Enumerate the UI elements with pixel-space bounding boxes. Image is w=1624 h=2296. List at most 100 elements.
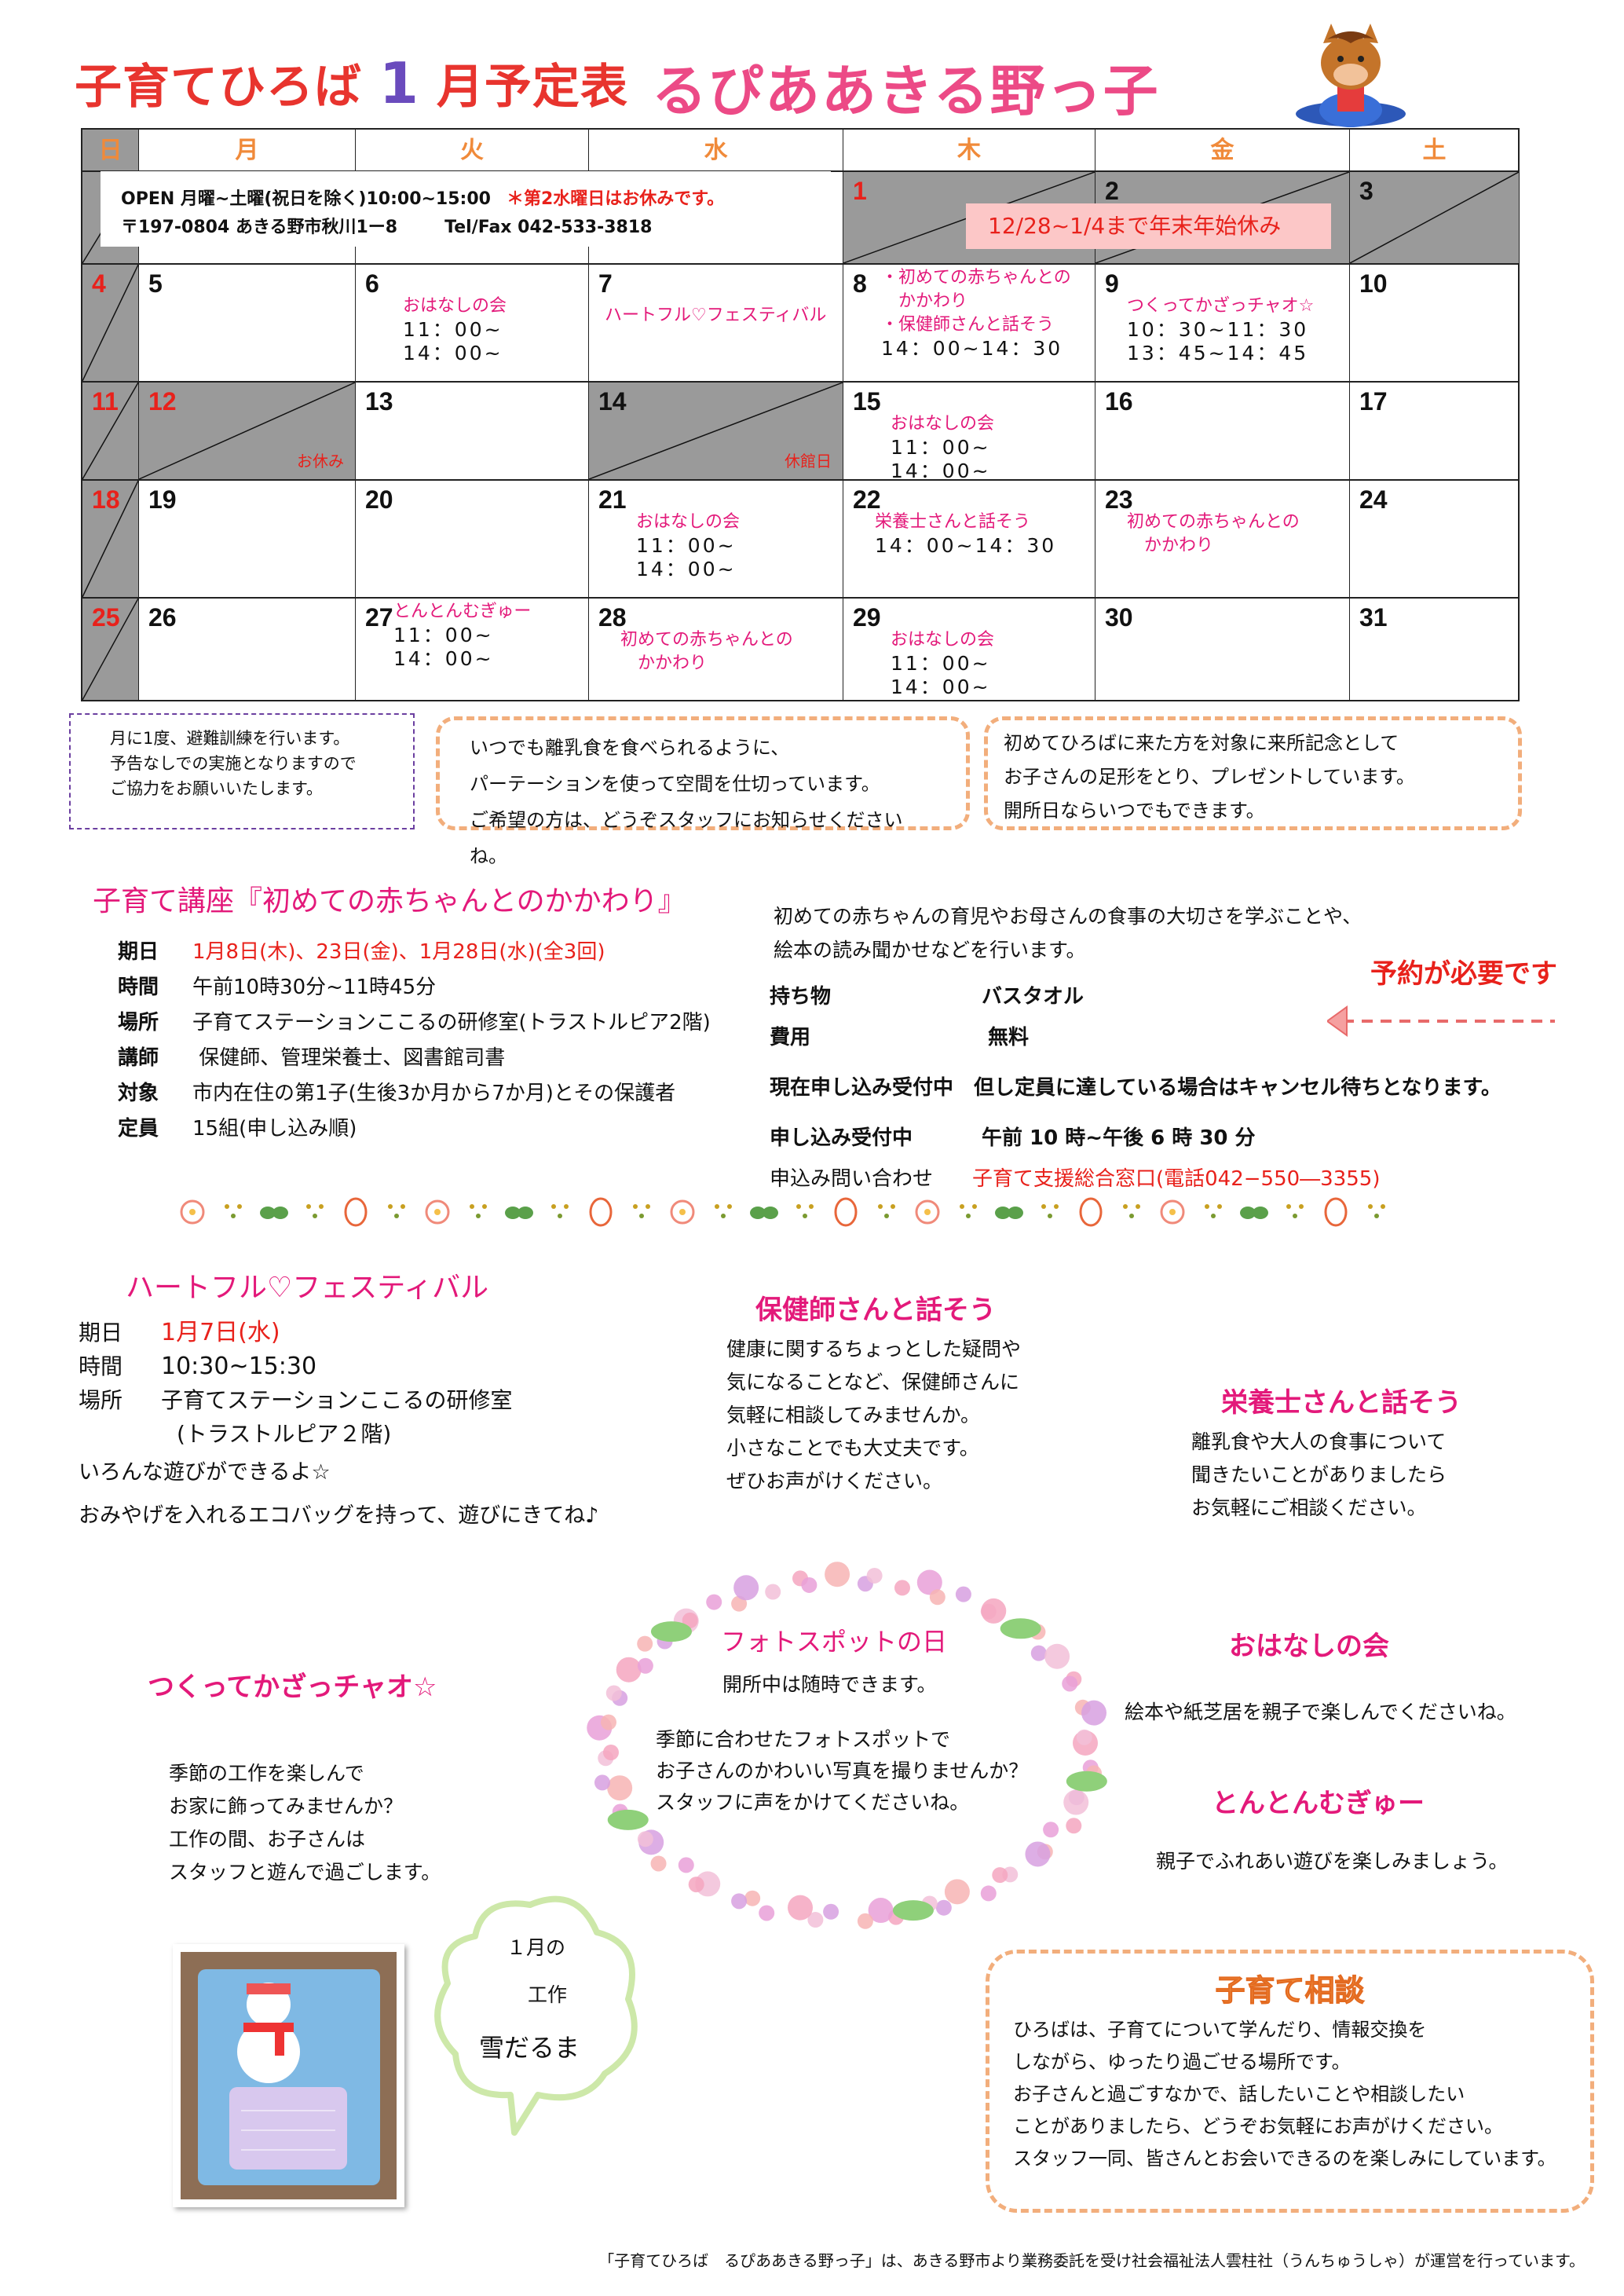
- body-line: ことがありましたら、どうぞお気軽にお声がけください。: [1013, 2115, 1503, 2137]
- diagonal-line: [82, 481, 138, 597]
- footer-note: 「子育てひろば るぴああきる野っ子」は、あきる野市より業務委託を受け社会福祉法人…: [598, 2251, 1585, 2270]
- event-line: お休み: [297, 452, 344, 471]
- flower-icon: [180, 1199, 205, 1225]
- bring-value: バスタオル: [982, 985, 1084, 1009]
- weekday-header: 木: [843, 130, 1095, 172]
- day-number: 14: [598, 387, 627, 416]
- time-label: 時間: [79, 1353, 123, 1379]
- tonton-title: とんとんむぎゅー: [1212, 1788, 1425, 1819]
- bring-label: 持ち物: [770, 985, 832, 1009]
- event-line: 14：00~: [891, 676, 991, 698]
- course-row: 講師 保健師、管理栄養士、図書館司書: [118, 1041, 711, 1076]
- tel-fax: Tel/Fax 042-533-3818: [444, 218, 653, 237]
- title-prefix: 子育てひろば: [75, 60, 362, 115]
- address: 〒197-0804 あきる野市秋川1ー8: [121, 218, 398, 237]
- event-line: おはなしの会: [636, 512, 741, 532]
- flower-petal: [788, 1895, 814, 1921]
- place-value: 子育てステーションここるの研修室: [161, 1387, 513, 1413]
- course-row: 期日 1月8日(木)、23日(金)、1月28日(水)(全3回): [118, 935, 711, 970]
- event-line: 14：00~: [891, 460, 991, 481]
- daruma-icon: [344, 1197, 368, 1227]
- note-line: ご希望の方は、どうぞスタッフにお知らせくださいね。: [470, 809, 903, 867]
- time-value: 10:30~15:30: [161, 1353, 317, 1380]
- body-line: お家に飾ってみませんか？: [169, 1795, 404, 1818]
- row-label: 場所: [118, 1011, 159, 1034]
- day-events: おはなしの会 11：00~ 14：00~: [636, 511, 740, 581]
- dots-icon: [225, 1204, 242, 1218]
- day-number: 18: [92, 485, 120, 514]
- flower-petal: [650, 1855, 667, 1872]
- row-label: 定員: [118, 1117, 159, 1141]
- open-hours: OPEN 月曜~土曜(祝日を除く)10:00~15:00: [121, 189, 491, 209]
- dots-icon: [1123, 1204, 1140, 1218]
- day-number: 1: [853, 177, 867, 205]
- event-line: 14：00~: [636, 558, 737, 580]
- daruma-icon: [1324, 1197, 1348, 1227]
- arrow-left-icon: [1327, 1005, 1555, 1037]
- day-number: 20: [365, 485, 393, 514]
- day-number: 11: [92, 387, 119, 416]
- calendar-day: 5: [139, 265, 356, 383]
- holiday-banner: 12/28~1/4まで年末年始休み: [966, 203, 1331, 249]
- leaf-icon: [505, 1207, 533, 1219]
- day-events: 初めての赤ちゃんとの かかわり: [1127, 511, 1300, 558]
- flower-petal: [935, 1899, 952, 1916]
- event-line: おはなしの会: [403, 296, 507, 316]
- day-number: 6: [365, 269, 379, 298]
- day-events: ハートフル♡フェスティバル: [605, 304, 826, 328]
- calendar-day: 19: [139, 481, 356, 599]
- course-title: 子育て講座『初めての赤ちゃんとのかかわり』: [93, 885, 686, 917]
- calendar-day: 21 おはなしの会 11：00~ 14：00~: [589, 481, 843, 599]
- flower-petal: [823, 1903, 839, 1920]
- row-value: 市内在住の第1子(生後3か月から7か月)とその保護者: [192, 1082, 676, 1105]
- day-events: ・初めての赤ちゃんとの かかわり ・保健師さんと話そう 14：00~14：30: [881, 266, 1071, 361]
- flower-petal: [765, 1584, 781, 1600]
- day-number: 7: [598, 269, 613, 298]
- event-line: かかわり: [620, 654, 708, 673]
- day-number: 12: [148, 387, 177, 416]
- dots-icon: [470, 1204, 487, 1218]
- chao-body: 季節の工作を楽しんで お家に飾ってみませんか？ 工作の間、お子さんは スタッフと遊んで…: [169, 1757, 441, 1889]
- body-line: 健康に関するちょっとした疑問や: [726, 1338, 1022, 1360]
- flower-petal: [637, 1831, 653, 1847]
- note-line: 予告なしでの実施となりますので: [110, 754, 357, 773]
- day-number: 31: [1359, 603, 1388, 632]
- baby-food-note: いつでも離乳食を食べられるように、 パーテーションを使って空間を仕切っています。ご…: [436, 716, 970, 867]
- leaf-icon: [607, 1809, 649, 1830]
- note-line: 月に1度、避難訓練を行います。: [110, 729, 350, 748]
- day-number: 16: [1105, 387, 1133, 416]
- photospot-body: 季節に合わせたフォトスポットで お子さんのかわいい写真を撮りませんか？ スタッフに声…: [656, 1724, 1028, 1818]
- calendar-day: 15 おはなしの会 11：00~ 14：00~: [843, 383, 1095, 481]
- craft-card: [198, 1969, 380, 2185]
- flower-petal: [1062, 1675, 1078, 1692]
- event-line: おはなしの会: [891, 630, 995, 650]
- consultation-box: 子育て相談 ひろばは、子育てについて学んだり、情報交換を しながら、ゆったり過ごせ…: [986, 1950, 1594, 2213]
- flower-petal: [600, 1714, 616, 1730]
- day-events: 休館日: [785, 449, 832, 473]
- flower-petal: [980, 1885, 997, 1902]
- diagonal-line: [589, 383, 843, 479]
- snowman-craft-photo: [173, 1944, 404, 2207]
- evacuation-drill-note: 月に1度、避難訓練を行います。 予告なしでの実施となりますので ご協力をお願いいたし…: [69, 713, 415, 829]
- calendar-day: 6 おはなしの会 11：00~ 14：00~: [356, 265, 589, 383]
- heartful-line: いろんな遊びができるよ☆: [79, 1460, 331, 1485]
- leaf-icon: [995, 1207, 1023, 1219]
- note-line: 初めてひろばに来た方を対象に来所記念として: [1004, 732, 1399, 754]
- body-line: スタッフに声をかけてくださいね。: [656, 1791, 970, 1814]
- day-events: おはなしの会 11：00~ 14：00~: [891, 412, 994, 481]
- flower-icon: [425, 1199, 450, 1225]
- reservation-required: 予約が必要です: [1370, 958, 1557, 990]
- calendar-day: 14 休館日: [589, 383, 843, 481]
- event-line: 11：00~: [891, 652, 991, 675]
- flower-petal: [894, 1580, 910, 1596]
- tonton-body: 親子でふれあい遊びを楽しみましょう。: [1156, 1850, 1509, 1873]
- leaf-icon: [892, 1900, 934, 1921]
- flower-petal: [594, 1774, 610, 1791]
- flower-petal: [916, 1569, 942, 1595]
- eiyoushi-title: 栄養士さんと話そう: [1221, 1387, 1461, 1419]
- row-value: 午前10時30分~11時45分: [192, 976, 437, 999]
- note-line: お子さんの足形をとり、プレゼントしています。: [1004, 766, 1415, 788]
- flower-petal: [801, 1576, 817, 1593]
- flower-petal: [1081, 1700, 1107, 1726]
- title-suffix: 月予定表: [436, 60, 628, 115]
